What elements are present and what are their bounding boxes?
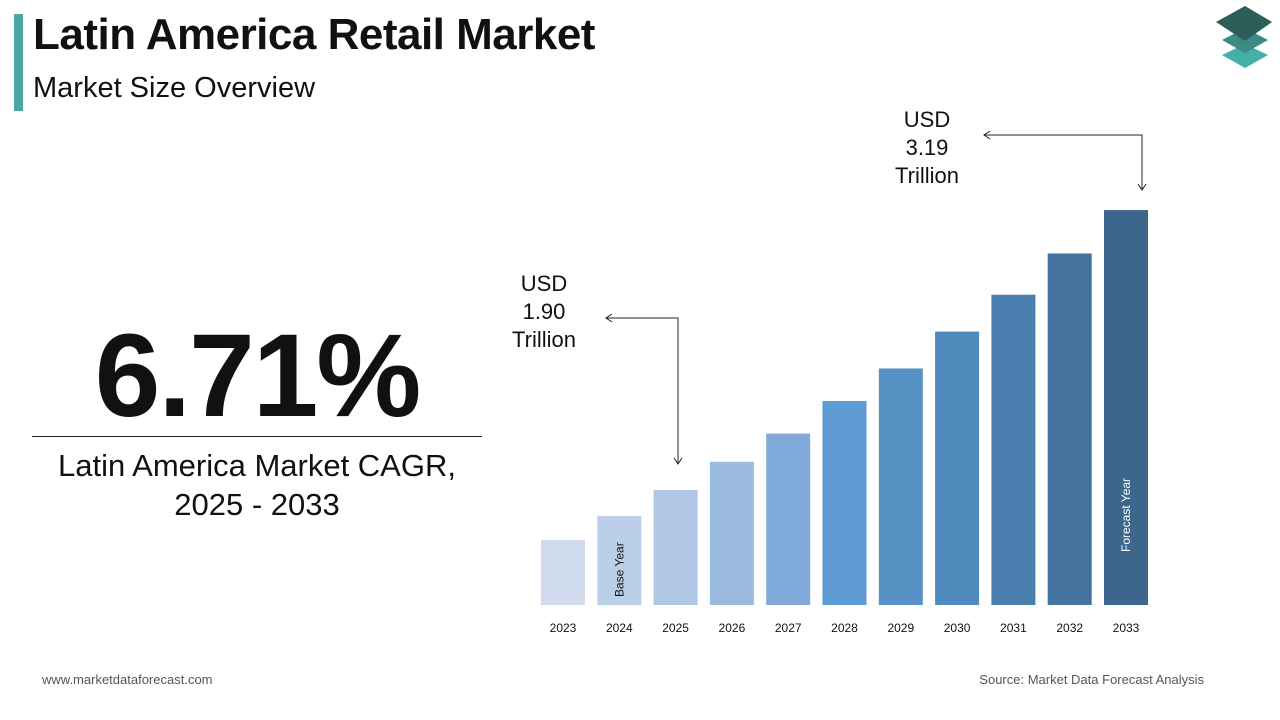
- annotation-2033: USD 3.19 Trillion: [867, 106, 987, 190]
- title-accent-bar: [14, 14, 23, 111]
- bar-2030: [935, 331, 980, 605]
- annotation-unit: Trillion: [512, 327, 576, 352]
- bar-label-2033: Forecast Year: [1119, 478, 1133, 552]
- bar-2029: [878, 368, 923, 605]
- x-tick-label: 2028: [831, 621, 858, 635]
- x-tick-label: 2027: [775, 621, 802, 635]
- bar-2033: [1104, 210, 1148, 605]
- annotation-value: 3.19: [905, 135, 949, 160]
- x-tick-label: 2031: [1000, 621, 1027, 635]
- bar-2028: [822, 401, 867, 605]
- x-tick-label: 2026: [719, 621, 746, 635]
- annotation-currency: USD: [520, 271, 568, 296]
- bar-2027: [766, 433, 811, 605]
- x-tick-label: 2033: [1113, 621, 1140, 635]
- x-tick-label: 2023: [550, 621, 577, 635]
- x-tick-label: 2029: [887, 621, 914, 635]
- bar-2025: [653, 489, 698, 605]
- cagr-value: 6.71%: [94, 310, 422, 442]
- page-subtitle: Market Size Overview: [33, 72, 316, 104]
- arrow-2025: [605, 313, 683, 465]
- x-tick-label: 2030: [944, 621, 971, 635]
- bar-2023: [541, 539, 585, 605]
- annotation-unit: Trillion: [895, 163, 959, 188]
- x-tick-label: 2032: [1056, 621, 1083, 635]
- x-tick-label: 2024: [606, 621, 633, 635]
- cagr-label-line2: 2025 - 2033: [174, 487, 340, 522]
- bar-2026: [709, 461, 754, 605]
- source-note: Source: Market Data Forecast Analysis: [979, 672, 1204, 687]
- annotation-value: 1.90: [522, 299, 566, 324]
- annotation-currency: USD: [903, 107, 951, 132]
- annotation-2025: USD 1.90 Trillion: [484, 270, 604, 354]
- arrow-2033: [983, 130, 1147, 191]
- cagr-label-line1: Latin America Market CAGR,: [58, 448, 456, 483]
- logo-stacked-layers-icon: [1216, 6, 1272, 68]
- bar-2024: [597, 516, 642, 605]
- page-title: Latin America Retail Market: [33, 10, 595, 59]
- x-tick-label: 2025: [662, 621, 689, 635]
- cagr-label: Latin America Market CAGR, 2025 - 2033: [32, 446, 482, 524]
- website-link[interactable]: www.marketdataforecast.com: [42, 672, 213, 687]
- bar-label-2024: Base Year: [612, 542, 626, 597]
- divider: [32, 436, 482, 437]
- bar-2031: [991, 294, 1036, 605]
- bar-2032: [1047, 253, 1092, 605]
